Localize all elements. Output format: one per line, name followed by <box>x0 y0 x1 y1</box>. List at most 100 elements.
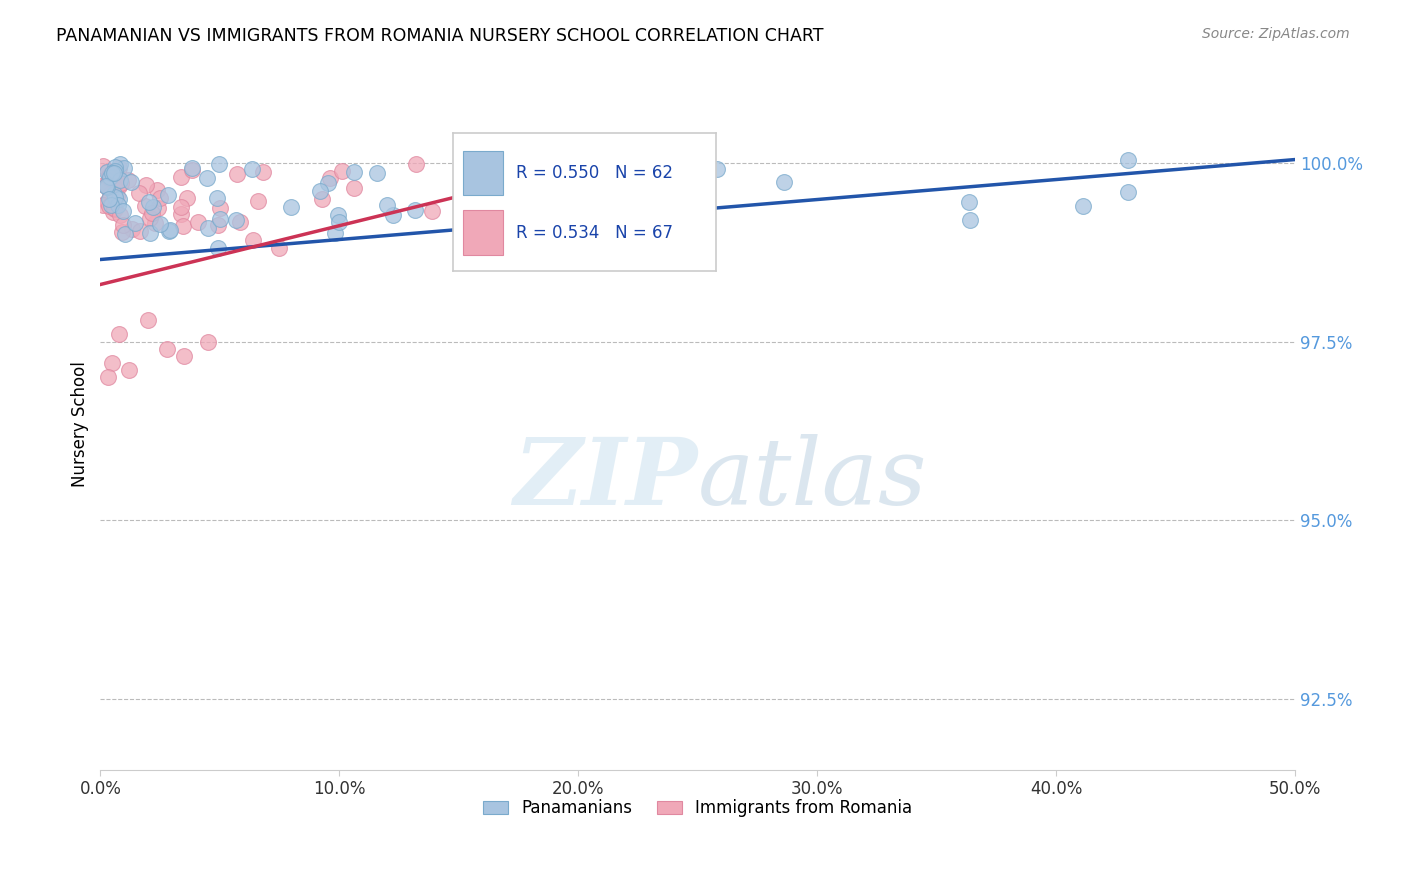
Point <box>195 170 218 185</box>
Point <box>422 203 444 218</box>
Text: ZIP: ZIP <box>513 434 697 524</box>
Point <box>343 180 366 194</box>
Point <box>96 370 118 384</box>
Point <box>957 194 980 209</box>
Text: Source: ZipAtlas.com: Source: ZipAtlas.com <box>1202 27 1350 41</box>
Point <box>96 165 118 179</box>
Point <box>149 191 172 205</box>
Point <box>104 202 127 216</box>
Point <box>108 192 131 206</box>
Point <box>145 183 167 197</box>
Point <box>309 184 332 198</box>
Point <box>101 166 124 180</box>
Point <box>686 169 709 184</box>
Point <box>98 199 121 213</box>
Point <box>187 215 209 229</box>
Point <box>772 175 794 189</box>
Point <box>172 219 194 233</box>
Point <box>614 155 637 169</box>
Point <box>97 164 120 178</box>
Point <box>173 349 195 363</box>
Point <box>176 192 198 206</box>
Point <box>108 208 131 222</box>
Point <box>1116 186 1139 200</box>
Point <box>280 200 302 214</box>
Point <box>111 218 134 232</box>
Point <box>157 224 180 238</box>
Point <box>97 169 120 183</box>
Point <box>612 219 634 233</box>
Point <box>208 212 231 227</box>
Point <box>136 313 159 327</box>
Point <box>104 168 127 182</box>
Point <box>105 176 128 190</box>
Point <box>567 202 589 217</box>
Point <box>135 178 157 192</box>
Point <box>225 167 247 181</box>
Point <box>596 225 619 239</box>
Point <box>108 157 131 171</box>
Point <box>118 363 141 377</box>
Point <box>104 190 127 204</box>
Point <box>208 201 231 215</box>
Point <box>110 173 132 187</box>
Point <box>404 202 426 217</box>
Point <box>240 162 263 177</box>
Point <box>343 165 366 179</box>
Point <box>124 216 146 230</box>
Point <box>103 166 125 180</box>
Point <box>142 201 165 215</box>
Point <box>170 207 193 221</box>
Point <box>91 197 114 211</box>
Point <box>128 186 150 200</box>
Point <box>330 163 353 178</box>
Point <box>104 160 127 174</box>
Point <box>706 162 728 177</box>
Point <box>319 170 342 185</box>
Point <box>170 170 193 185</box>
Point <box>205 191 228 205</box>
Point <box>180 161 202 176</box>
Point <box>146 201 169 215</box>
Point <box>103 201 125 215</box>
Point <box>242 233 264 247</box>
Point <box>91 159 114 173</box>
Point <box>110 176 132 190</box>
Point <box>138 195 160 210</box>
Point <box>159 223 181 237</box>
Point <box>207 241 229 255</box>
Point <box>156 188 179 202</box>
Point <box>141 206 163 220</box>
Point <box>328 215 350 229</box>
Text: PANAMANIAN VS IMMIGRANTS FROM ROMANIA NURSERY SCHOOL CORRELATION CHART: PANAMANIAN VS IMMIGRANTS FROM ROMANIA NU… <box>56 27 824 45</box>
Point <box>97 170 120 185</box>
Point <box>139 226 162 240</box>
Point <box>108 161 131 175</box>
Point <box>405 156 427 170</box>
Point <box>111 204 134 219</box>
Point <box>366 166 388 180</box>
Point <box>103 165 125 179</box>
Point <box>959 213 981 227</box>
Point <box>149 218 172 232</box>
Point <box>98 192 121 206</box>
Point <box>103 187 125 202</box>
Point <box>169 200 191 214</box>
Point <box>328 208 350 222</box>
Point <box>108 179 131 194</box>
Point <box>139 211 162 226</box>
Point <box>311 192 333 206</box>
Point <box>112 161 135 176</box>
Point <box>114 227 136 241</box>
Point <box>104 164 127 178</box>
Point <box>98 170 121 185</box>
Point <box>121 222 143 236</box>
Point <box>134 199 156 213</box>
Point <box>108 327 131 342</box>
Point <box>1116 153 1139 167</box>
Point <box>96 180 118 194</box>
Point <box>1071 199 1094 213</box>
Point <box>267 241 290 255</box>
Point <box>553 218 575 232</box>
Point <box>96 194 118 209</box>
